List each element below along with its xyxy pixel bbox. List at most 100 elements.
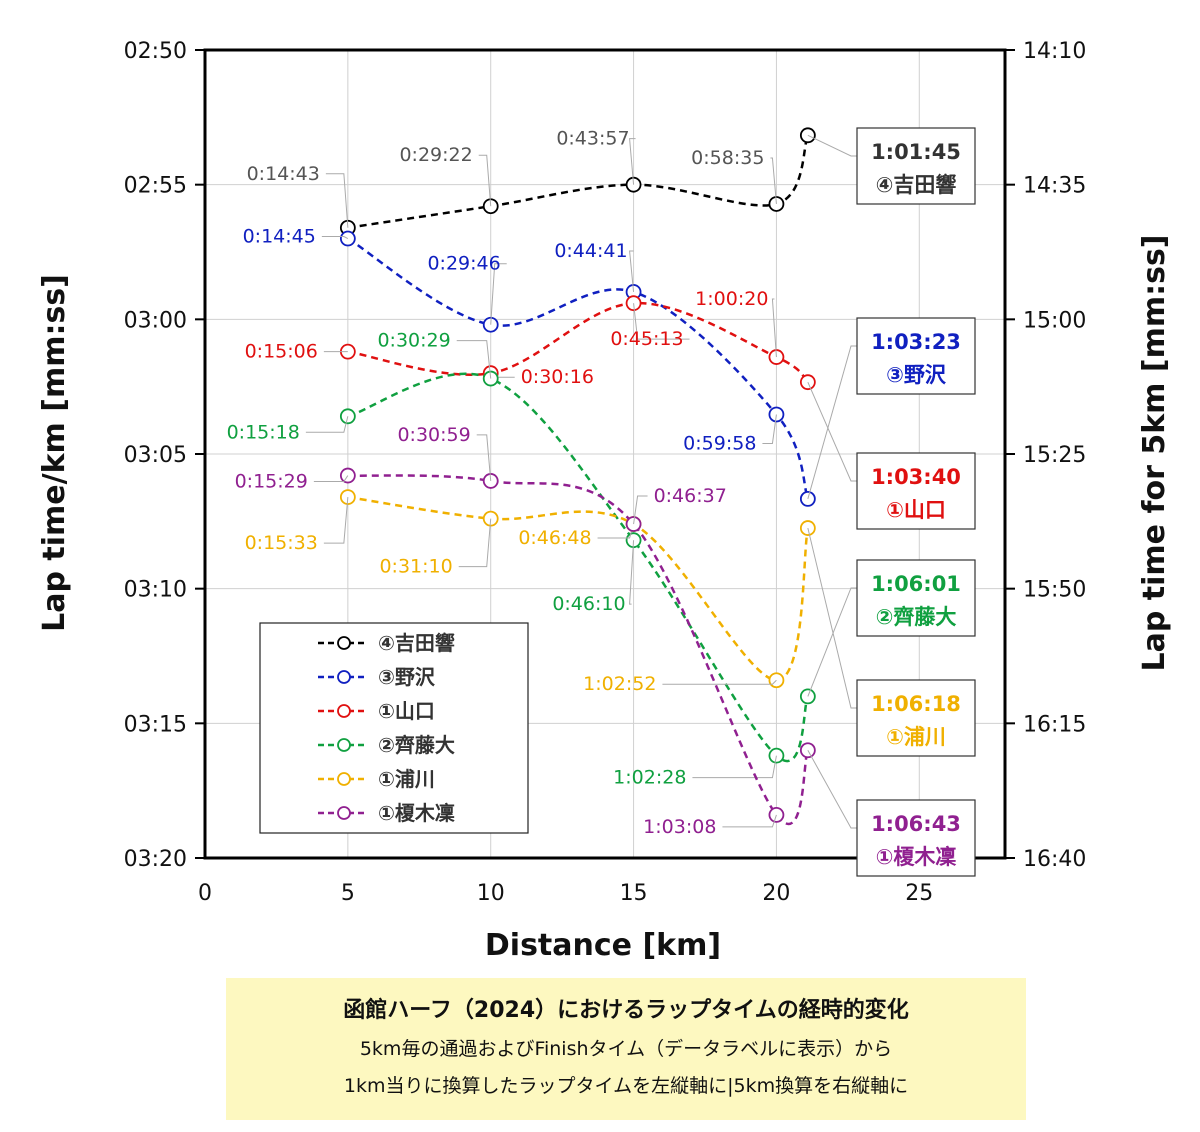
data-label-leader (456, 340, 492, 379)
y-right-tick-label: 14:10 (1023, 39, 1086, 64)
x-tick-label: 25 (905, 881, 933, 906)
data-label: 0:58:35 (691, 147, 764, 169)
data-label: 0:43:57 (556, 128, 629, 150)
data-label-leader (458, 518, 492, 568)
y-right-tick-label: 14:35 (1023, 174, 1086, 199)
data-label-leader (313, 475, 349, 483)
data-label: 0:46:37 (654, 485, 727, 507)
y-right-tick-label: 15:00 (1023, 308, 1086, 333)
legend-swatch-marker (337, 636, 351, 650)
y-right-tick-label: 15:25 (1023, 443, 1086, 468)
final-time-text: 1:06:01 (871, 572, 961, 596)
data-label: 0:14:45 (243, 226, 316, 248)
data-label-leader (633, 303, 690, 340)
final-label-leader (807, 750, 857, 829)
data-label: 0:15:18 (227, 421, 300, 443)
y-left-tick-label: 03:15 (124, 712, 187, 737)
series-line-5 (347, 495, 810, 682)
x-tick-label: 5 (341, 881, 355, 906)
data-label: 0:29:46 (427, 253, 500, 275)
data-label-leader (323, 497, 349, 544)
legend-entry: ①榎木凜 (378, 801, 455, 825)
data-label: 0:29:22 (399, 144, 472, 166)
data-label-leader (478, 154, 492, 207)
data-label: 0:45:13 (610, 328, 683, 350)
caption-line-2: 1km当りに換算したラップタイムを左縦軸に|5km換算を右縦軸に (343, 1075, 909, 1097)
caption-line-1: 5km毎の通過およびFinishタイム（データラベルに表示）から (359, 1038, 893, 1060)
final-time-box (856, 127, 976, 205)
final-time-text: 1:03:23 (871, 330, 961, 354)
data-label: 0:15:33 (245, 532, 318, 554)
final-time-text: 1:06:18 (871, 692, 961, 716)
final-time-box (856, 317, 976, 395)
data-label: 0:44:41 (554, 240, 627, 262)
final-name-text: ①榎木凜 (876, 845, 957, 869)
y-left-tick-label: 02:50 (124, 39, 187, 64)
data-label: 1:02:52 (583, 673, 656, 695)
data-label: 0:46:48 (518, 527, 591, 549)
y-right-tick-label: 16:40 (1023, 847, 1086, 872)
x-tick-label: 0 (198, 881, 212, 906)
final-label-leader (807, 527, 857, 709)
final-label-leader (807, 381, 857, 482)
data-label: 0:30:16 (521, 366, 594, 388)
data-label-leader (490, 263, 507, 325)
y-left-tick-label: 03:05 (124, 443, 187, 468)
data-label-leader (629, 138, 636, 185)
data-label-leader (629, 250, 635, 292)
series-line-2 (347, 237, 810, 500)
final-label-leader (807, 134, 857, 157)
final-label-leader (807, 587, 857, 697)
legend-entry: ①浦川 (378, 767, 435, 791)
caption-title: 函館ハーフ（2024）におけるラップタイムの経時的変化 (343, 998, 909, 1023)
caption-box: 函館ハーフ（2024）におけるラップタイムの経時的変化 5km毎の通過およびFi… (226, 978, 1026, 1120)
legend-entry: ③野沢 (378, 665, 436, 689)
legend-swatch-marker (337, 738, 351, 752)
final-time-text: 1:06:43 (871, 812, 961, 836)
data-label: 0:30:59 (397, 424, 470, 446)
data-label-leader (633, 495, 648, 525)
final-name-text: ②齊藤大 (876, 605, 957, 629)
series-line-6 (347, 474, 810, 826)
data-label-leader (722, 814, 777, 828)
data-label: 1:03:08 (643, 816, 716, 838)
final-time-box (856, 799, 976, 877)
data-label: 0:30:29 (377, 330, 450, 352)
final-time-box (856, 679, 976, 757)
data-label: 1:02:28 (613, 767, 686, 789)
data-label: 0:15:29 (235, 471, 308, 493)
data-label: 0:59:58 (683, 432, 756, 454)
legend-entry: ④吉田響 (378, 631, 455, 655)
x-tick-label: 10 (477, 881, 505, 906)
x-tick-label: 15 (620, 881, 648, 906)
final-time-text: 1:01:45 (871, 140, 961, 164)
data-label-leader (662, 679, 777, 685)
x-tick-label: 20 (762, 881, 790, 906)
y-right-tick-label: 15:50 (1023, 578, 1086, 603)
final-label-leader (807, 345, 857, 500)
legend-swatch-marker (337, 806, 351, 820)
y-axis-right-title: Lap time for 5km [mm:ss] (1137, 234, 1172, 671)
legend-entry: ①山口 (378, 699, 435, 723)
data-label-leader (629, 540, 635, 605)
x-axis-title: Distance [km] (485, 928, 721, 963)
legend-box (259, 622, 529, 834)
y-left-tick-label: 02:55 (124, 174, 187, 199)
y-left-tick-label: 03:20 (124, 847, 187, 872)
series-line-4 (347, 372, 810, 763)
data-label: 0:31:10 (379, 556, 452, 578)
y-left-tick-label: 03:00 (124, 308, 187, 333)
data-label-leader (771, 298, 777, 358)
legend-swatch-marker (337, 670, 351, 684)
legend-entry: ②齊藤大 (378, 733, 455, 757)
data-label: 0:14:43 (247, 163, 320, 185)
data-label-leader (692, 755, 777, 779)
data-label-leader (762, 414, 777, 444)
y-axis-left-title: Lap time/km [mm:ss] (37, 274, 72, 632)
final-time-text: 1:03:40 (871, 465, 961, 489)
legend-swatch-marker (337, 772, 351, 786)
series-line-1 (347, 134, 810, 229)
final-name-text: ①山口 (886, 498, 946, 522)
data-label-leader (321, 236, 349, 239)
